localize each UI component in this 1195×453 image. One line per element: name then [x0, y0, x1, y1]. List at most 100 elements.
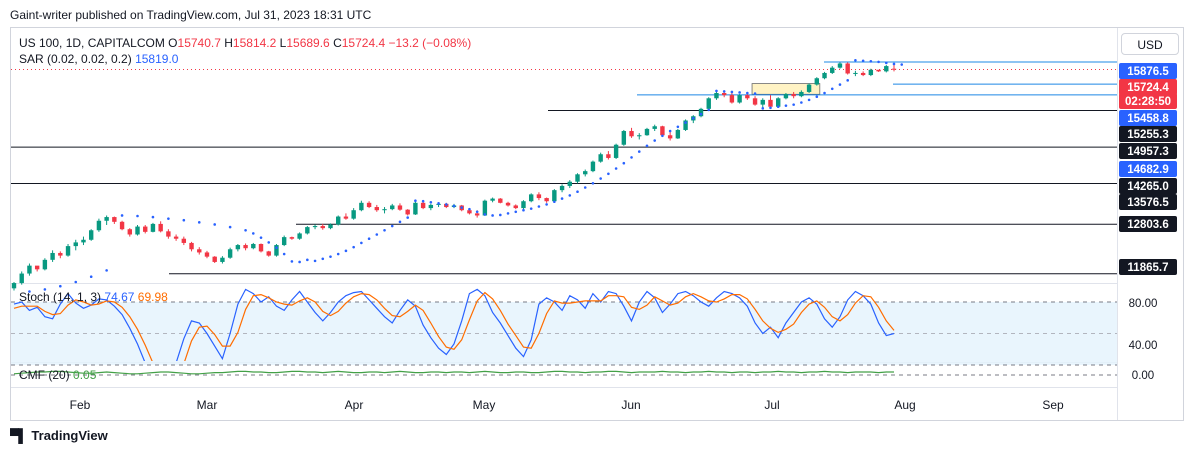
- price-tag-label: 12803.6: [1127, 219, 1169, 231]
- candle-body: [204, 252, 210, 257]
- sar-dot: [406, 216, 409, 219]
- x-axis-label: May: [473, 398, 496, 412]
- sar-dot: [452, 204, 456, 208]
- candle-body: [119, 221, 125, 230]
- sar-dot: [197, 221, 201, 224]
- candle-body: [328, 224, 333, 229]
- candle-body: [521, 201, 526, 209]
- sar-dot: [444, 203, 448, 206]
- candle-body: [197, 249, 202, 253]
- sar-dot: [691, 117, 695, 120]
- candle-body: [343, 216, 349, 219]
- sar-dot: [815, 95, 819, 99]
- candle-body: [559, 185, 565, 191]
- candle-body: [336, 216, 341, 225]
- sar-dot: [553, 200, 556, 204]
- cmf-value: 0.05: [73, 368, 97, 382]
- candle-body: [791, 94, 796, 97]
- sar-dot: [282, 252, 286, 256]
- x-axis-label: Mar: [197, 398, 218, 412]
- candle-body: [552, 190, 557, 202]
- price-tag: [1119, 79, 1177, 95]
- sar-dot: [784, 104, 788, 107]
- low-value: 15689.6: [286, 36, 330, 50]
- sar-dot: [668, 129, 672, 133]
- sar-dot: [213, 223, 217, 226]
- x-axis-label: Jun: [621, 398, 640, 412]
- sar-dot: [599, 177, 602, 180]
- candle-body: [536, 194, 542, 199]
- candle-body: [366, 202, 372, 208]
- sar-dot: [730, 90, 734, 94]
- candle-body: [806, 84, 812, 92]
- candle-body: [637, 135, 642, 137]
- sar-dot: [267, 241, 271, 244]
- candle-body: [498, 198, 503, 203]
- candle-body: [312, 226, 318, 228]
- stoch-legend: Stoch (14, 1, 3) 74.67 69.98: [19, 290, 168, 304]
- change-value: −13.2 (−0.08%): [388, 36, 472, 50]
- candle-body: [737, 95, 742, 103]
- candle-body: [513, 205, 518, 209]
- candle-body: [830, 67, 835, 73]
- candle-body: [390, 205, 395, 210]
- sar-dot: [59, 284, 62, 288]
- sar-dot: [499, 213, 502, 217]
- sar-dot: [414, 199, 417, 203]
- candle-body: [837, 63, 843, 68]
- sar-dot: [522, 208, 525, 212]
- candle-body: [34, 265, 40, 270]
- candle-body: [251, 243, 256, 249]
- x-axis-label: Jul: [764, 398, 779, 412]
- sar-dot: [537, 205, 541, 208]
- sar-dot: [390, 224, 394, 228]
- sar-dot: [545, 203, 548, 206]
- candle-body: [598, 154, 603, 162]
- sar-dot: [313, 259, 317, 263]
- sar-dot: [846, 79, 849, 82]
- candle-body: [305, 227, 310, 234]
- price-tag-label: 15724.4: [1127, 82, 1169, 94]
- stoch-label: Stoch (14, 1, 3): [19, 290, 102, 304]
- sar-dot: [676, 125, 680, 129]
- candle-body: [359, 202, 364, 211]
- sar-dot: [630, 156, 633, 159]
- sar-dot: [753, 92, 757, 95]
- sar-dot: [259, 236, 263, 239]
- price-tag-label: 11865.7: [1128, 262, 1169, 274]
- publish-caption: Gaint-writer published on TradingView.co…: [10, 8, 372, 22]
- sar-dot: [321, 257, 325, 261]
- candle-body: [644, 128, 650, 136]
- sar-dot: [776, 105, 780, 109]
- candle-body: [698, 108, 704, 117]
- sar-dot: [228, 225, 232, 229]
- price-tag: [1119, 216, 1177, 232]
- candle-body: [212, 256, 217, 262]
- candle-body: [884, 66, 889, 72]
- price-tag-label: 15876.5: [1127, 66, 1169, 78]
- candle-body: [675, 129, 681, 139]
- sar-dot: [182, 218, 186, 222]
- sar-dot: [151, 215, 155, 219]
- high-label: H: [224, 36, 233, 50]
- candle-body: [42, 259, 48, 270]
- sar-dot: [421, 199, 425, 203]
- sar-dot: [475, 210, 479, 214]
- open-label: O: [168, 36, 178, 50]
- candle-body: [467, 210, 472, 214]
- candle-body: [706, 98, 711, 109]
- stoch-k-value: 74.67: [104, 290, 135, 304]
- candle-body: [652, 126, 657, 129]
- currency-button[interactable]: USD: [1121, 33, 1179, 55]
- sar-dot: [529, 207, 533, 210]
- candle-body: [266, 251, 271, 256]
- tradingview-logo[interactable]: ▀▌ TradingView: [10, 428, 108, 443]
- candle-body: [567, 181, 572, 186]
- high-value: 15814.2: [232, 36, 277, 50]
- candle-body: [583, 171, 588, 175]
- candle-body: [420, 202, 426, 209]
- candle-body: [19, 273, 24, 284]
- candle-body: [158, 223, 163, 232]
- sar-dot: [715, 89, 718, 93]
